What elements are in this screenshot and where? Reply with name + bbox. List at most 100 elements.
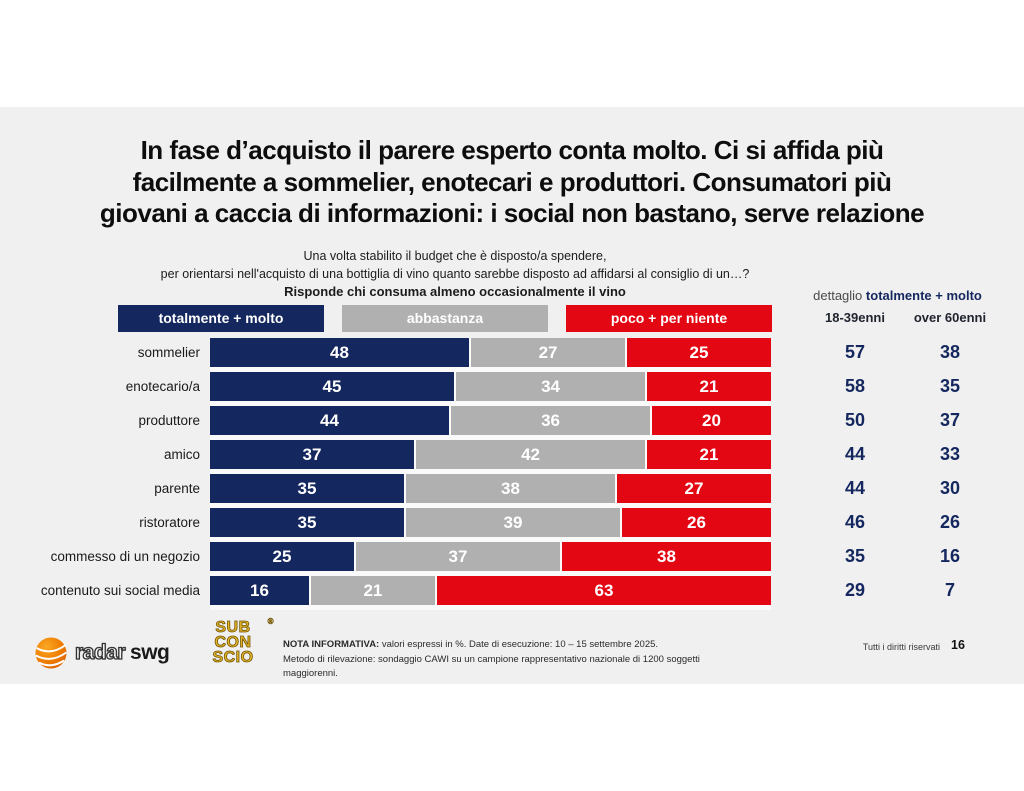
question-line-2: per orientarsi nell'acquisto di una bott… [160,267,750,282]
chart-row: ristoratore 35 39 26 [25,508,771,537]
bar-value: 48 [330,342,349,362]
detail-value-over-60enni: 33 [939,444,961,464]
bar-value: 36 [541,410,560,430]
row-label: ristoratore [139,515,200,530]
bar-segment-0: 44 [210,406,452,435]
bar-stack: 25 37 38 [210,542,772,571]
bar-segment-0: 35 [210,474,406,503]
bar-value: 20 [702,410,721,430]
bar-value: 21 [699,444,719,464]
title-line-1: In fase d’acquisto il parere esperto con… [140,135,884,165]
chart-row: commesso di un negozio 25 37 38 [25,542,772,571]
bar-segment-0: 25 [210,542,356,571]
bar-segment-0: 48 [210,338,472,367]
bar-segment-2: 20 [652,406,771,435]
bar-value: 39 [503,512,523,532]
detail-value-over-60enni: 7 [944,580,955,600]
bar-segment-2: 38 [562,542,772,571]
chart-legend: totalmente + molto abbastanza poco + per… [0,305,1024,332]
column-header-18-39enni: 18-39enni [825,310,885,325]
legend-item-abbastanza: abbastanza [342,305,548,332]
detail-value-18-39enni: 29 [844,580,866,600]
bar-segment-1: 39 [406,508,623,537]
bar-value: 25 [272,546,292,566]
detail-header: dettaglio totalmente + molto [790,288,1005,303]
bar-value: 25 [689,342,709,362]
bar-segment-1: 34 [456,372,648,401]
bar-stack: 48 27 25 [210,338,771,367]
bar-segment-1: 36 [451,406,653,435]
slide-title: In fase d’acquisto il parere esperto con… [0,135,1024,230]
bar-segment-0: 37 [210,440,417,469]
chart-row: enotecario/a 45 34 21 [25,372,771,401]
chart-row: contenuto sui social media 16 21 63 [25,576,771,605]
bar-value: 63 [594,580,614,600]
bar-segment-2: 25 [627,338,771,367]
bar-value: 37 [448,546,468,566]
bar-stack: 45 34 21 [210,372,771,401]
chart-row: sommelier 48 27 25 [25,338,771,367]
bar-segment-1: 27 [471,338,628,367]
legend-item-poco-per-niente: poco + per niente [566,305,772,332]
radar-swg-logo: radar swg [33,635,170,671]
bar-segment-1: 37 [355,542,562,571]
detail-value-18-39enni: 44 [844,444,866,464]
bar-segment-0: 16 [210,576,311,605]
bar-value: 38 [657,546,676,566]
chart-row: produttore 44 36 20 [25,406,771,435]
title-line-2: facilmente a sommelier, enotecari e prod… [132,166,892,197]
bar-value: 44 [320,410,339,430]
radar-logo-text: radar [74,640,126,664]
page-number: 16 [951,638,965,652]
detail-value-over-60enni: 37 [939,410,961,430]
bar-value: 38 [501,478,520,498]
bar-value: 35 [297,512,317,532]
detail-header-highlight: totalmente + molto [865,288,982,303]
rights-text: Tutti i diritti riservati [862,642,940,652]
detail-value-18-39enni: 50 [844,410,866,430]
detail-value-18-39enni: 57 [844,342,866,362]
bar-value: 21 [699,376,719,396]
methodology-note: NOTA INFORMATIVA: valori espressi in %. … [283,638,753,682]
bar-value: 45 [322,376,342,396]
stacked-bar-chart: sommelier 48 27 25 enotecario/a 45 34 21 produtt… [25,338,772,610]
bar-value: 26 [687,512,706,532]
bar-segment-0: 45 [210,372,457,401]
bar-segment-0: 35 [210,508,406,537]
bar-stack: 35 38 27 [210,474,771,503]
chart-row: amico 37 42 21 [25,440,771,469]
subconscio-logo: ® SUB CON SCIO [196,617,274,666]
bar-value: 16 [250,580,269,600]
bar-stack: 16 21 63 [210,576,771,605]
detail-header-prefix: dettaglio [813,288,863,303]
registered-mark: ® [267,617,274,626]
bar-value: 27 [684,478,704,498]
bar-segment-2: 21 [647,440,771,469]
note-text: valori espressi in %. Date di esecuzione… [379,639,659,650]
bar-value: 37 [302,444,322,464]
detail-column-over-60enni: 38 35 37 33 30 26 16 7 [895,338,1005,605]
bar-stack: 37 42 21 [210,440,771,469]
note-line-2: Metodo di rilevazione: sondaggio CAWI su… [283,653,700,680]
bar-segment-2: 21 [647,372,771,401]
detail-value-over-60enni: 35 [939,376,961,396]
detail-value-over-60enni: 26 [939,512,961,532]
detail-value-over-60enni: 38 [939,342,961,362]
bar-value: 35 [297,478,317,498]
swg-logo-text: swg [130,641,170,664]
detail-value-over-60enni: 30 [939,478,961,498]
row-label: sommelier [137,345,200,360]
detail-column-18-39enni: 57 58 50 44 44 46 35 29 [800,338,910,605]
bar-segment-1: 21 [310,576,437,605]
bar-segment-2: 26 [622,508,771,537]
detail-value-18-39enni: 58 [844,376,866,396]
note-line-1: NOTA INFORMATIVA: valori espressi in %. … [283,638,753,653]
row-label: parente [154,481,200,496]
bar-value: 27 [538,342,558,362]
bar-segment-2: 63 [436,576,771,605]
bar-stack: 35 39 26 [210,508,771,537]
title-line-3: giovani a caccia di informazioni: i soci… [99,198,925,229]
detail-value-18-39enni: 44 [844,478,866,498]
bar-segment-2: 27 [617,474,771,503]
